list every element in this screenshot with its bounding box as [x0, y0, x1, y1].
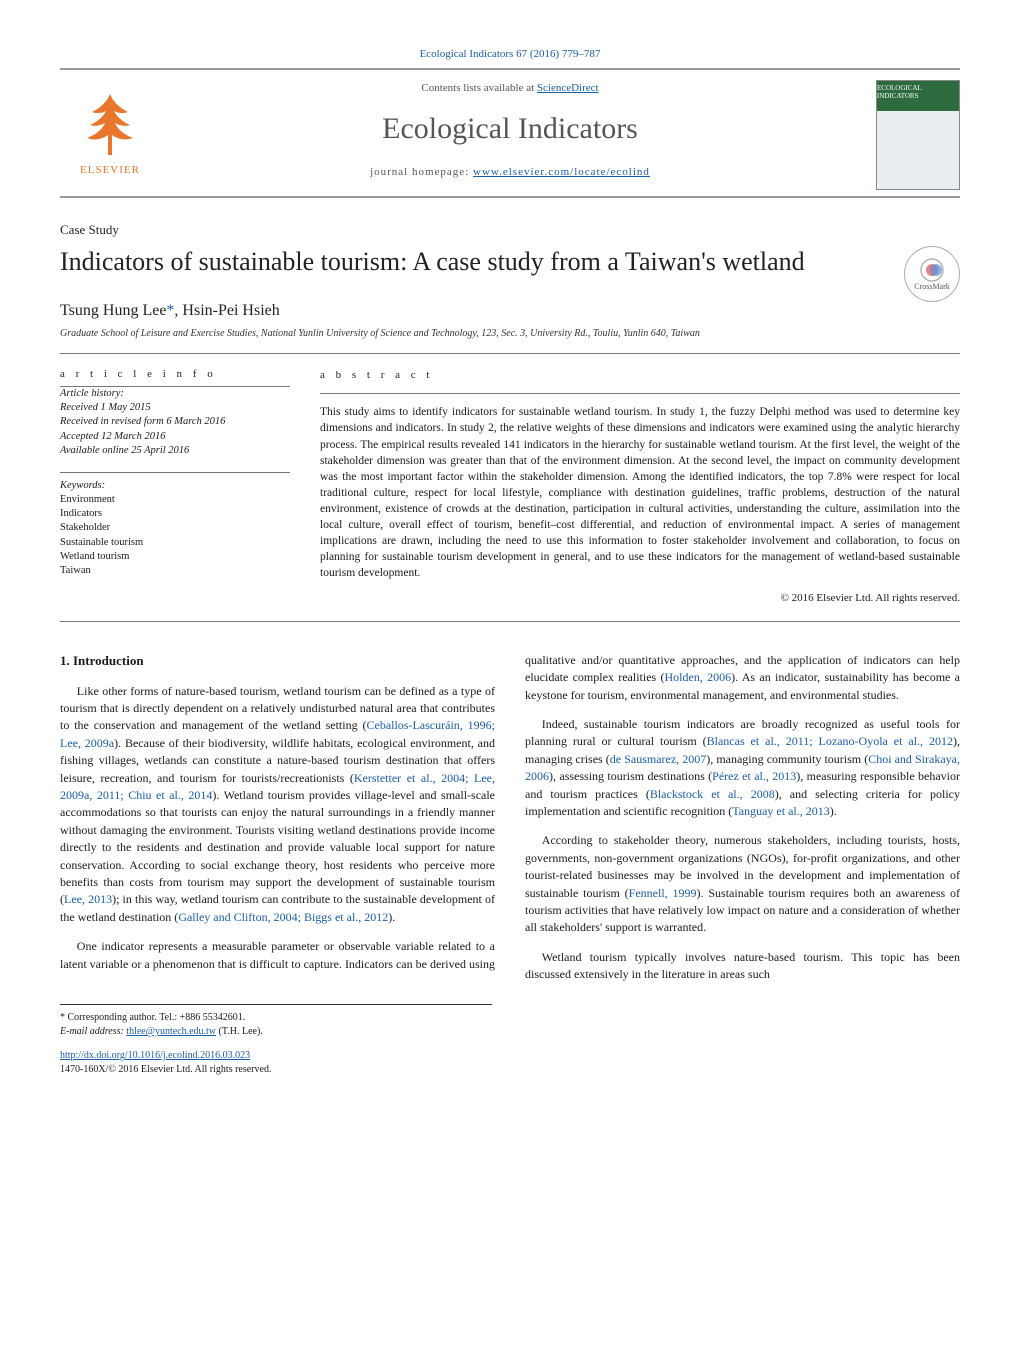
running-head-citation: Ecological Indicators 67 (2016) 779–787 [60, 48, 960, 60]
paper-title: Indicators of sustainable tourism: A cas… [60, 246, 805, 279]
keywords-label: Keywords: [60, 479, 290, 493]
email-suffix: (T.H. Lee). [216, 1026, 263, 1037]
citation-link[interactable]: Tanguay et al., 2013 [732, 804, 829, 818]
history-accepted: Accepted 12 March 2016 [60, 431, 165, 442]
issn-copyright-line: 1470-160X/© 2016 Elsevier Ltd. All right… [60, 1064, 271, 1075]
affiliation: Graduate School of Leisure and Exercise … [60, 328, 960, 339]
intro-para-1: Like other forms of nature-based tourism… [60, 683, 495, 926]
history-received: Received 1 May 2015 [60, 402, 151, 413]
contents-lists-line: Contents lists available at ScienceDirec… [60, 82, 960, 94]
journal-homepage-link[interactable]: www.elsevier.com/locate/ecolind [473, 166, 650, 178]
contents-prefix: Contents lists available at [421, 82, 536, 94]
author-1: Tsung Hung Lee [60, 302, 166, 319]
history-revised: Received in revised form 6 March 2016 [60, 416, 225, 427]
intro-para-5: Wetland tourism typically involves natur… [525, 949, 960, 984]
corresponding-line: * Corresponding author. Tel.: +886 55342… [60, 1011, 492, 1025]
divider [320, 393, 960, 394]
abstract-copyright: © 2016 Elsevier Ltd. All rights reserved… [320, 591, 960, 606]
abstract-text: This study aims to identify indicators f… [320, 404, 960, 581]
publisher-label: ELSEVIER [80, 164, 140, 176]
citation-link[interactable]: Blancas et al., 2011; Lozano-Oyola et al… [707, 734, 953, 748]
elsevier-tree-icon [80, 92, 140, 162]
citation-link[interactable]: Pérez et al., 2013 [712, 769, 796, 783]
journal-masthead: ELSEVIER Contents lists available at Sci… [60, 68, 960, 198]
keyword: Indicators [60, 508, 102, 519]
homepage-prefix: journal homepage: [370, 166, 473, 178]
keyword: Wetland tourism [60, 551, 129, 562]
journal-name: Ecological Indicators [60, 112, 960, 146]
title-row: Indicators of sustainable tourism: A cas… [60, 246, 960, 302]
article-info-heading: a r t i c l e i n f o [60, 368, 290, 380]
divider [60, 472, 290, 473]
text-run: ). [388, 910, 395, 924]
intro-para-4: According to stakeholder theory, numerou… [525, 832, 960, 936]
body-two-column: 1. Introduction Like other forms of natu… [60, 652, 960, 984]
article-history: Article history: Received 1 May 2015 Rec… [60, 387, 290, 458]
corresponding-email-link[interactable]: thlee@yuntech.edu.tw [126, 1026, 216, 1037]
section-1-heading: 1. Introduction [60, 652, 495, 671]
text-run: ), assessing tourism destinations ( [549, 769, 712, 783]
abstract-heading: a b s t r a c t [320, 368, 960, 383]
citation-link[interactable]: Holden, 2006 [665, 670, 732, 684]
crossmark-badge[interactable]: CrossMark [904, 246, 960, 302]
article-type: Case Study [60, 222, 960, 238]
history-label: Article history: [60, 387, 290, 401]
sciencedirect-link[interactable]: ScienceDirect [537, 82, 599, 94]
author-2: Hsin-Pei Hsieh [182, 302, 279, 319]
citation-link[interactable]: Galley and Clifton, 2004; Biggs et al., … [178, 910, 388, 924]
crossmark-label: CrossMark [914, 282, 950, 291]
keywords-block: Keywords: Environment Indicators Stakeho… [60, 479, 290, 578]
citation-link[interactable]: Fennell, 1999 [629, 886, 697, 900]
text-run: ), managing community tourism ( [706, 752, 868, 766]
keyword: Sustainable tourism [60, 537, 143, 548]
journal-homepage-line: journal homepage: www.elsevier.com/locat… [60, 166, 960, 178]
keyword: Taiwan [60, 565, 91, 576]
history-online: Available online 25 April 2016 [60, 445, 189, 456]
email-label: E-mail address: [60, 1026, 126, 1037]
keyword: Stakeholder [60, 522, 110, 533]
email-line: E-mail address: thlee@yuntech.edu.tw (T.… [60, 1025, 492, 1039]
author-list: Tsung Hung Lee*, Hsin-Pei Hsieh [60, 302, 960, 320]
text-run: ). [830, 804, 837, 818]
intro-para-3: Indeed, sustainable tourism indicators a… [525, 716, 960, 820]
cover-label: ECOLOGICAL INDICATORS [877, 84, 959, 100]
journal-cover-thumbnail: ECOLOGICAL INDICATORS [876, 80, 960, 190]
article-info-column: a r t i c l e i n f o Article history: R… [60, 354, 290, 621]
doi-link[interactable]: http://dx.doi.org/10.1016/j.ecolind.2016… [60, 1050, 250, 1061]
keyword: Environment [60, 494, 115, 505]
doi-block: http://dx.doi.org/10.1016/j.ecolind.2016… [60, 1049, 960, 1077]
crossmark-icon [920, 258, 944, 282]
text-run: ). Wetland tourism provides village-leve… [60, 788, 495, 906]
info-abstract-block: a r t i c l e i n f o Article history: R… [60, 353, 960, 622]
page-root: Ecological Indicators 67 (2016) 779–787 … [0, 0, 1020, 1117]
citation-link[interactable]: Blackstock et al., 2008 [650, 787, 775, 801]
citation-link[interactable]: de Sausmarez, 2007 [610, 752, 706, 766]
publisher-logo: ELSEVIER [60, 84, 160, 184]
corresponding-author-footnote: * Corresponding author. Tel.: +886 55342… [60, 1004, 492, 1039]
citation-link[interactable]: Lee, 2013 [64, 892, 112, 906]
masthead-center: Contents lists available at ScienceDirec… [60, 82, 960, 178]
abstract-column: a b s t r a c t This study aims to ident… [320, 354, 960, 621]
